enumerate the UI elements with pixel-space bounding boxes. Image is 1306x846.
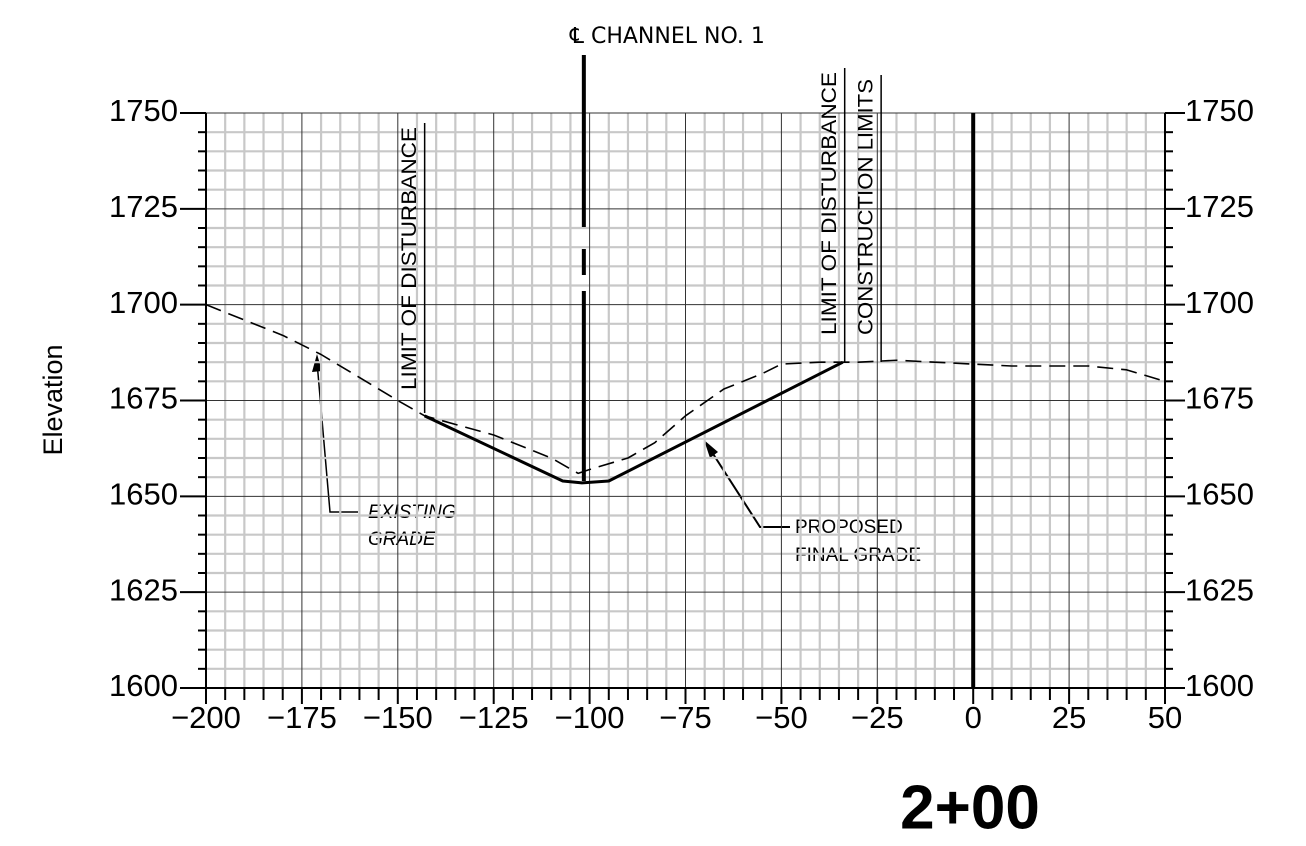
grade-line <box>424 360 844 485</box>
y2-tick-label: 1700 <box>1185 285 1254 320</box>
x-tick-label: −100 <box>555 700 625 735</box>
y2-tick-label: 1725 <box>1185 189 1254 224</box>
reference-label: LIMIT OF DISTURBANCE <box>398 127 421 390</box>
y2-tick-label: 1675 <box>1185 381 1254 416</box>
reference-label: CONSTRUCTION LIMITS <box>855 79 878 335</box>
x-tick-label: 50 <box>1148 700 1182 735</box>
y2-tick-label: 1600 <box>1185 668 1254 703</box>
reference-label: LIMIT OF DISTURBANCE <box>818 72 841 335</box>
chart-title: 2+00 <box>900 773 1040 842</box>
y2-tick-label: 1750 <box>1185 93 1254 128</box>
y-tick-label: 1700 <box>109 285 178 320</box>
y2-tick-label: 1625 <box>1185 572 1254 607</box>
y-tick-label: 1675 <box>109 381 178 416</box>
x-tick-label: −175 <box>267 700 337 735</box>
centerline-label: ℄ CHANNEL NO. 1 <box>569 24 765 49</box>
y-tick-label: 1600 <box>109 668 178 703</box>
leader-line <box>707 445 790 528</box>
x-tick-label: −150 <box>363 700 433 735</box>
x-tick-label: 0 <box>965 700 982 735</box>
grade-line <box>205 303 1166 475</box>
x-tick-label: 25 <box>1052 700 1086 735</box>
y-tick-label: 1625 <box>109 572 178 607</box>
x-tick-label: −25 <box>851 700 904 735</box>
y-tick-label: 1650 <box>109 477 178 512</box>
annotation: PROPOSED <box>795 517 903 538</box>
y-axis-label: Elevation <box>38 344 68 455</box>
annotation: EXISTING <box>368 502 457 523</box>
leader-line <box>316 361 358 513</box>
x-tick-label: −125 <box>459 700 529 735</box>
x-tick-label: −75 <box>659 700 712 735</box>
x-tick-label: −50 <box>755 700 808 735</box>
y2-tick-label: 1650 <box>1185 477 1254 512</box>
y-tick-label: 1725 <box>109 189 178 224</box>
arrow-head <box>704 440 718 458</box>
x-tick-label: −200 <box>171 700 241 735</box>
y-tick-label: 1750 <box>109 93 178 128</box>
